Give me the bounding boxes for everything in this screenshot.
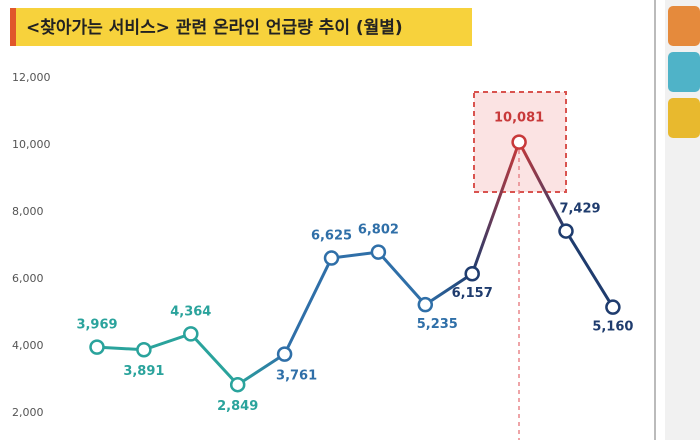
value-label: 5,160 [592,320,633,335]
value-label: 6,802 [358,223,399,238]
title-accent [10,8,16,46]
point [323,250,340,266]
point [558,223,574,239]
value-label: 3,761 [276,369,317,384]
line [96,138,615,387]
point [136,341,152,358]
value-label: 2,849 [217,399,258,414]
point [417,296,434,313]
side-tab [668,52,700,92]
side-tab [668,6,700,46]
y-tick-label: 10,000 [12,138,51,151]
y-tick-label: 12,000 [12,71,51,84]
value-label: 3,969 [76,318,117,333]
point [89,339,105,355]
value-label: 3,891 [123,364,164,379]
value-label: 5,235 [417,317,458,332]
point [183,326,199,342]
y-tick-label: 2,000 [12,406,44,419]
y-tick-label: 8,000 [12,205,44,218]
value-label: 10,081 [494,111,544,126]
value-label: 6,625 [311,229,352,244]
chart-title: <찾아가는 서비스> 관련 온라인 언급량 추이 (월별) [26,17,403,38]
point [511,134,527,150]
title-bar [10,8,472,46]
y-tick-label: 4,000 [12,339,44,352]
point [370,244,387,260]
point [229,376,246,393]
point [464,265,480,282]
value-label: 7,429 [559,202,600,217]
value-label: 6,157 [452,286,493,301]
side-tab [668,98,700,138]
y-tick-label: 6,000 [12,272,44,285]
point [276,346,293,362]
value-label: 4,364 [170,304,211,319]
point [605,299,621,315]
